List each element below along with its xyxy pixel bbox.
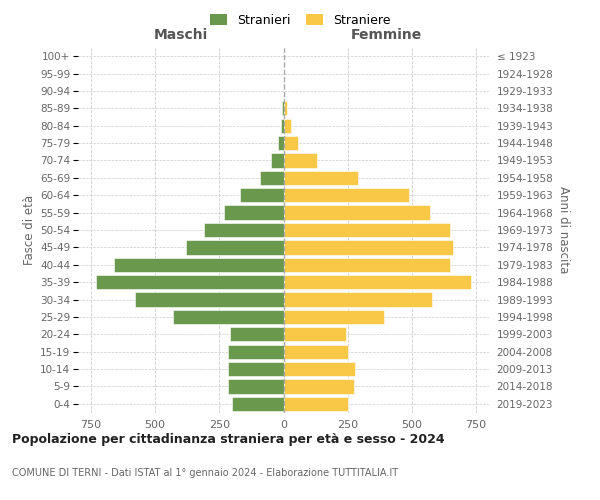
Bar (284, 362, 355, 376)
Bar (173, 310, 284, 324)
Bar (284, 101, 287, 116)
Bar (228, 344, 284, 359)
Bar (282, 101, 284, 116)
Bar (260, 170, 284, 185)
Bar (284, 240, 453, 254)
Bar (284, 154, 317, 168)
Bar (284, 258, 451, 272)
Text: COMUNE DI TERNI - Dati ISTAT al 1° gennaio 2024 - Elaborazione TUTTITALIA.IT: COMUNE DI TERNI - Dati ISTAT al 1° genna… (12, 468, 398, 478)
Bar (224, 206, 284, 220)
Bar (278, 136, 284, 150)
Bar (284, 206, 430, 220)
Bar (186, 240, 284, 254)
Bar (240, 188, 284, 202)
Bar (204, 223, 284, 237)
Bar (284, 136, 298, 150)
Bar (230, 327, 284, 342)
Bar (284, 118, 291, 133)
Bar (284, 396, 348, 411)
Y-axis label: Fasce di età: Fasce di età (23, 195, 36, 265)
Bar (284, 188, 409, 202)
Bar (284, 223, 451, 237)
Bar (134, 292, 284, 306)
Bar (284, 310, 383, 324)
Text: Femmine: Femmine (350, 28, 422, 42)
Bar (228, 362, 284, 376)
Bar (284, 344, 348, 359)
Bar (271, 154, 284, 168)
Bar (284, 327, 346, 342)
Bar (284, 275, 471, 289)
Bar (284, 380, 354, 394)
Text: Popolazione per cittadinanza straniera per età e sesso - 2024: Popolazione per cittadinanza straniera p… (12, 432, 445, 446)
Bar (228, 380, 284, 394)
Y-axis label: Anni di nascita: Anni di nascita (557, 186, 570, 274)
Text: Maschi: Maschi (154, 28, 208, 42)
Bar (96, 275, 284, 289)
Legend: Stranieri, Straniere: Stranieri, Straniere (205, 8, 395, 32)
Bar (114, 258, 284, 272)
Bar (284, 170, 358, 185)
Bar (281, 118, 284, 133)
Bar (232, 396, 284, 411)
Bar (284, 292, 433, 306)
